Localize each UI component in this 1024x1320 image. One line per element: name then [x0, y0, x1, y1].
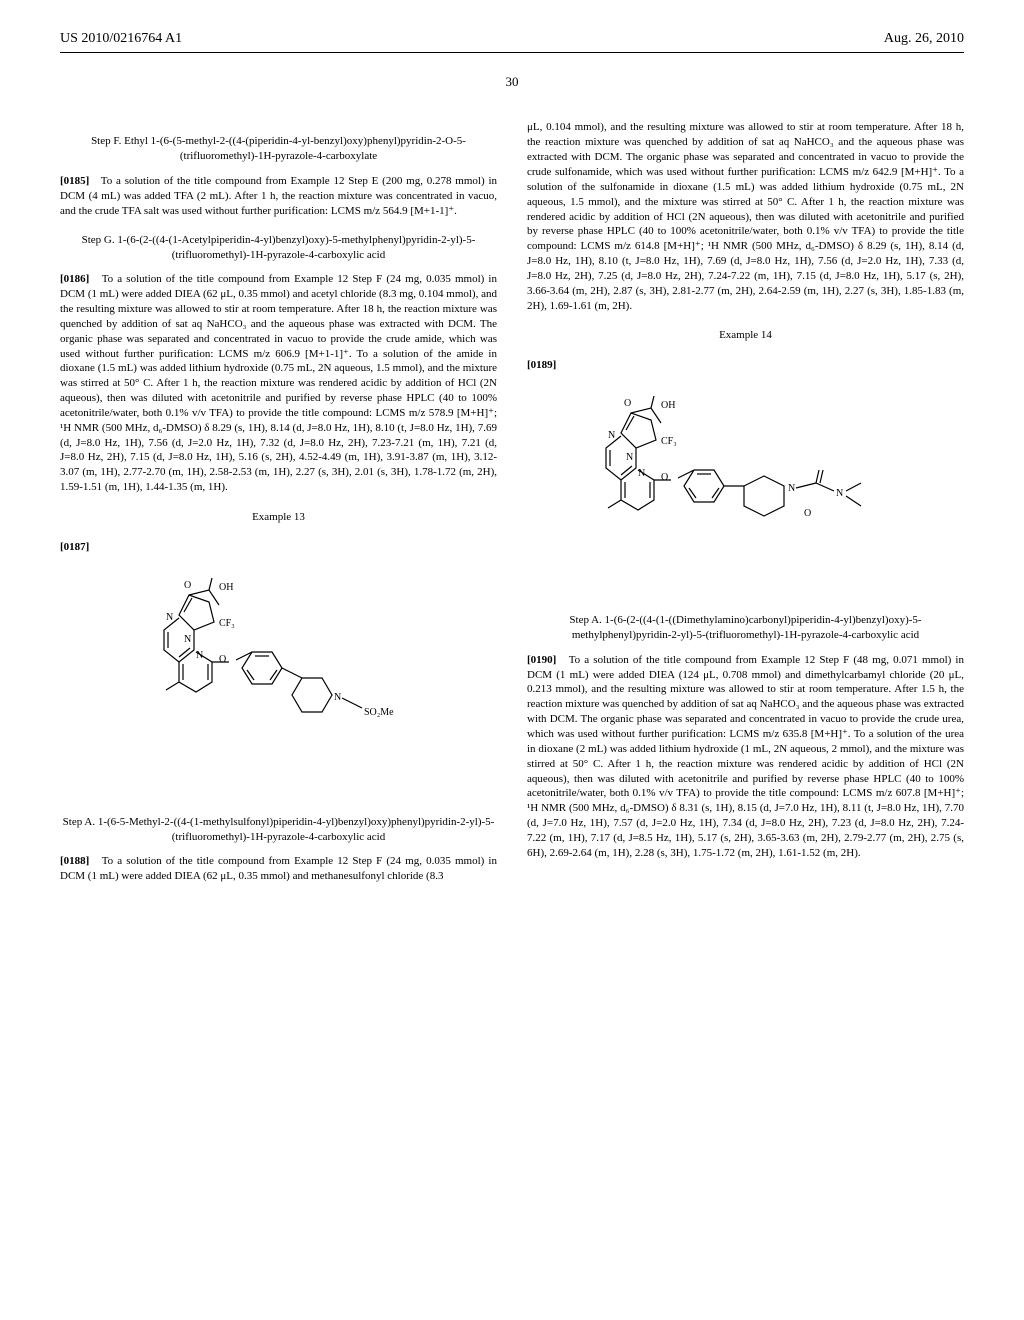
page-number: 30	[60, 73, 964, 91]
content-columns: Step F. Ethyl 1-(6-(5-methyl-2-((4-(pipe…	[60, 120, 964, 894]
para-num-0186: [0186]	[60, 273, 89, 285]
page-header: US 2010/0216764 A1 Aug. 26, 2010	[60, 30, 964, 53]
svg-text:O: O	[184, 580, 191, 591]
step-a-13-title: Step A. 1-(6-5-Methyl-2-((4-(1-methylsul…	[60, 815, 497, 845]
step-g-title: Step G. 1-(6-(2-((4-(1-Acetylpiperidin-4…	[60, 233, 497, 263]
para-0186-text: To a solution of the title compound from…	[60, 273, 497, 493]
svg-text:N: N	[166, 612, 173, 623]
continuation-text: μL, 0.104 mmol), and the resulting mixtu…	[527, 120, 964, 313]
chem-structure-13: O OH N N CF₃ N	[60, 570, 497, 800]
svg-text:SO₂Me: SO₂Me	[364, 707, 394, 718]
para-0186: [0186] To a solution of the title compou…	[60, 272, 497, 495]
svg-text:N: N	[626, 452, 633, 463]
para-num-0188: [0188]	[60, 855, 89, 867]
para-0185: [0185] To a solution of the title compou…	[60, 174, 497, 219]
example-13-title: Example 13	[60, 510, 497, 525]
para-num-0185: [0185]	[60, 175, 89, 187]
step-a-14-title: Step A. 1-(6-(2-((4-(1-((Dimethylamino)c…	[527, 613, 964, 643]
svg-text:OH: OH	[219, 582, 233, 593]
svg-text:O: O	[219, 654, 226, 665]
svg-text:CF₃: CF₃	[661, 436, 677, 447]
molecule-13-svg: O OH N N CF₃ N	[124, 570, 434, 800]
svg-text:O: O	[624, 398, 631, 409]
example-14-title: Example 14	[527, 328, 964, 343]
svg-text:N: N	[184, 634, 191, 645]
step-f-title: Step F. Ethyl 1-(6-(5-methyl-2-((4-(pipe…	[60, 134, 497, 164]
chem-structure-14: O OH N N CF₃ N	[527, 388, 964, 598]
svg-text:N: N	[836, 488, 843, 499]
para-0188: [0188] To a solution of the title compou…	[60, 854, 497, 884]
para-0189: [0189]	[527, 358, 964, 373]
svg-text:OH: OH	[661, 400, 675, 411]
para-0190: [0190] To a solution of the title compou…	[527, 653, 964, 861]
left-column: Step F. Ethyl 1-(6-(5-methyl-2-((4-(pipe…	[60, 120, 497, 894]
svg-text:N: N	[608, 430, 615, 441]
svg-text:O: O	[661, 472, 668, 483]
para-num-0189: [0189]	[527, 359, 556, 371]
svg-text:O: O	[804, 508, 811, 519]
para-0187: [0187]	[60, 540, 497, 555]
patent-date: Aug. 26, 2010	[884, 30, 964, 49]
right-column: μL, 0.104 mmol), and the resulting mixtu…	[527, 120, 964, 894]
patent-number: US 2010/0216764 A1	[60, 30, 182, 49]
para-0188-text: To a solution of the title compound from…	[60, 855, 497, 882]
svg-text:N: N	[334, 692, 341, 703]
svg-text:CF₃: CF₃	[219, 618, 235, 629]
para-0185-text: To a solution of the title compound from…	[60, 175, 497, 217]
svg-text:N: N	[788, 483, 795, 494]
para-0190-text: To a solution of the title compound from…	[527, 654, 964, 859]
molecule-14-svg: O OH N N CF₃ N	[576, 388, 916, 598]
para-num-0190: [0190]	[527, 654, 556, 666]
para-num-0187: [0187]	[60, 541, 89, 553]
